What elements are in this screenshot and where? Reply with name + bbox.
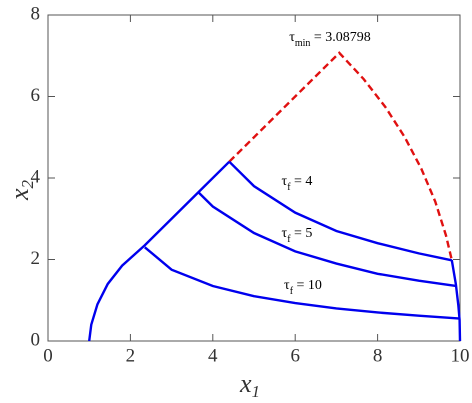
annotation: τf = 10: [284, 278, 322, 297]
y-tick-label: 6: [31, 85, 41, 106]
annotation-base: τ: [284, 278, 290, 293]
annotation-sub: min: [295, 38, 311, 49]
y-tick-label: 0: [31, 329, 41, 350]
annotation-base: τ: [282, 174, 288, 189]
series-line: [144, 246, 461, 320]
x-tick-label: 8: [373, 345, 383, 366]
annotation: τf = 5: [282, 226, 313, 245]
series-line: [197, 191, 457, 288]
series-line: [450, 259, 462, 342]
annotation-tail: = 3.08798: [310, 30, 370, 45]
y-tick-label: 8: [31, 3, 41, 24]
x-axis-label: x1: [239, 369, 260, 401]
annotation-tail: = 4: [291, 174, 313, 189]
x-axis-label-base: x: [239, 369, 252, 398]
annotation-base: τ: [282, 226, 288, 241]
x-axis-label-sub: 1: [252, 382, 261, 401]
x-tick-label: 10: [451, 345, 470, 366]
x-tick-label: 6: [290, 345, 300, 366]
annotation-tail: = 10: [293, 278, 322, 293]
y-axis-label: x2: [5, 179, 37, 201]
annotation-tail: = 5: [291, 226, 313, 241]
annotation-base: τ: [289, 30, 295, 45]
y-tick-label: 2: [31, 248, 41, 269]
y-tick-label: 4: [31, 166, 41, 187]
annotation-sub: f: [287, 182, 291, 193]
x-tick-label: 2: [126, 345, 136, 366]
annotation: τmin = 3.08798: [289, 30, 371, 49]
series-line: [228, 160, 453, 262]
series-line: [88, 160, 231, 342]
x-tick-label: 4: [208, 345, 218, 366]
annotation-sub: f: [287, 234, 291, 245]
y-axis-label-base: x: [5, 188, 34, 201]
annotation: τf = 4: [282, 174, 313, 193]
x-tick-label: 0: [43, 345, 53, 366]
annotation-sub: f: [290, 286, 294, 297]
series-line: [228, 51, 453, 261]
y-axis-label-sub: 2: [18, 179, 37, 188]
plot-frame: [47, 14, 461, 342]
